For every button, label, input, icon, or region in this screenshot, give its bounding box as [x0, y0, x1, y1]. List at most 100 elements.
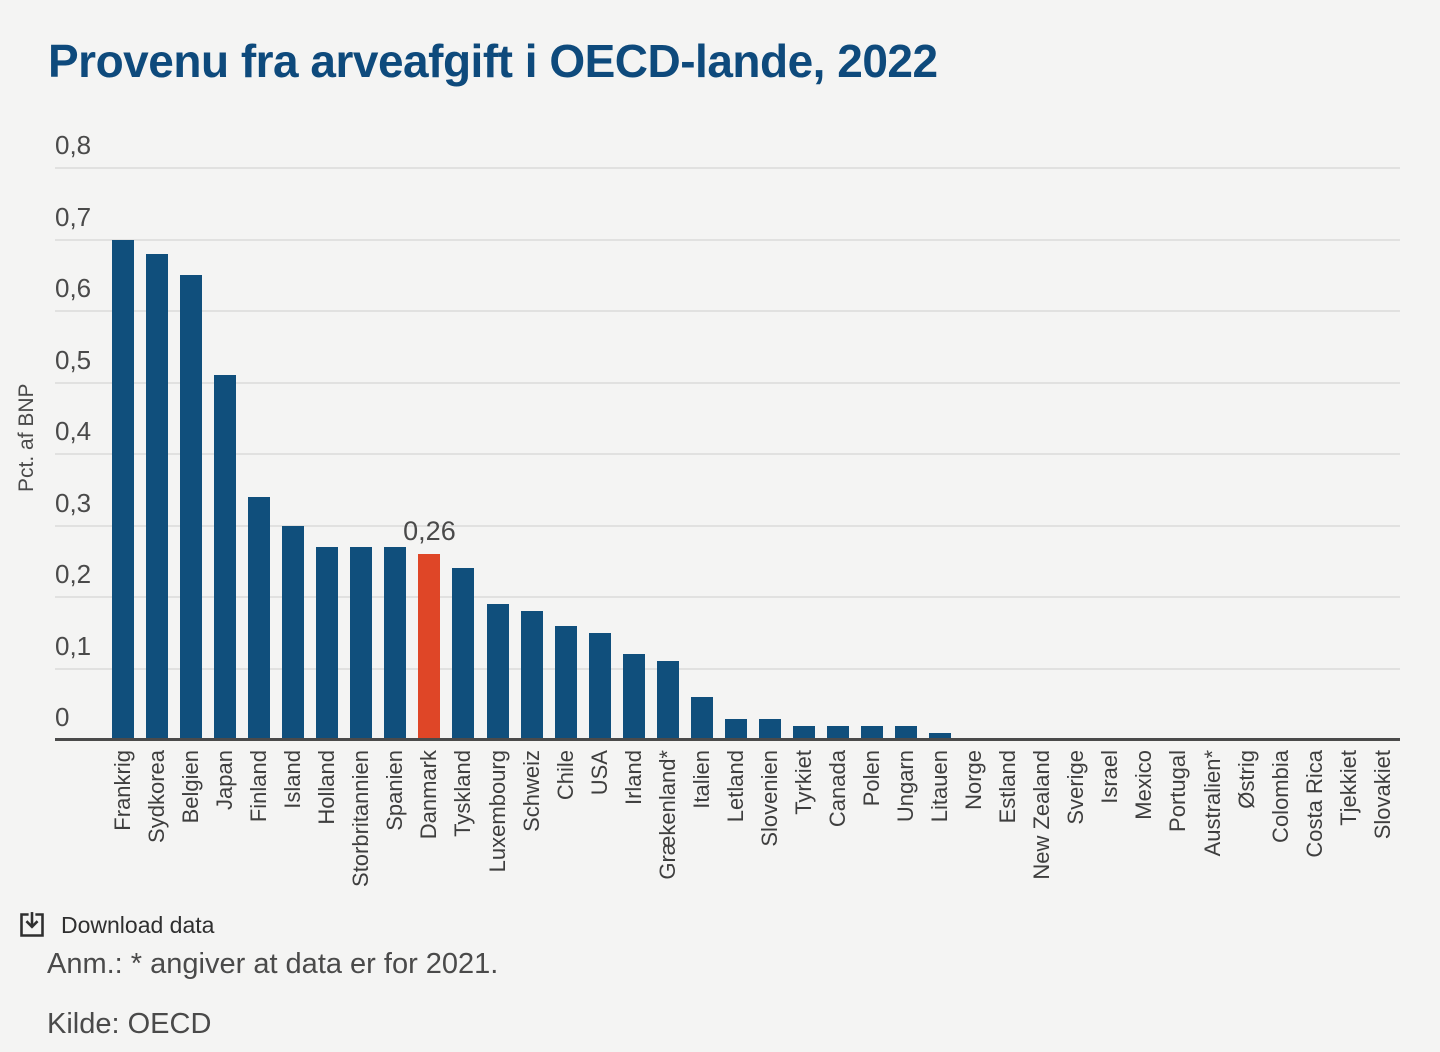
- bar-slot: [1298, 168, 1332, 740]
- y-tick-label: 0,8: [55, 130, 92, 160]
- bar-Litauen[interactable]: [929, 732, 952, 740]
- bar-slot: [617, 168, 651, 740]
- bar-Island[interactable]: [282, 525, 305, 740]
- bar-Japan[interactable]: [214, 375, 237, 740]
- bar-Slovenien[interactable]: [758, 718, 781, 740]
- bar-Finland[interactable]: [248, 496, 271, 740]
- x-category-label: Japan: [212, 750, 238, 810]
- x-category-label: Colombia: [1267, 750, 1293, 843]
- x-label-slot: Island: [276, 750, 310, 809]
- source: Kilde: OECD: [47, 1008, 212, 1040]
- bar-Grækenland*[interactable]: [656, 661, 679, 740]
- y-tick-label: 0,1: [55, 630, 92, 661]
- grid-area: 0 0,1 0,2 0,3 0,4 0,5 0,6 0,7 0,8: [55, 132, 1400, 740]
- y-tick-label: 0,2: [55, 559, 92, 589]
- x-category-label: Storbritannien: [348, 750, 374, 887]
- bar-slot: [1161, 168, 1195, 740]
- bar-Tyskland[interactable]: [452, 568, 475, 740]
- y-tick-label: 0,6: [55, 273, 92, 303]
- x-category-label: Holland: [314, 750, 340, 825]
- bar-slot: [787, 168, 821, 740]
- bar-Polen[interactable]: [861, 725, 884, 740]
- bar-slot: [1093, 168, 1127, 740]
- gridline: [55, 381, 1400, 384]
- bar-Belgien[interactable]: [180, 275, 203, 740]
- gridline: [55, 524, 1400, 527]
- x-category-label: New Zealand: [1029, 750, 1055, 880]
- bar-USA[interactable]: [588, 632, 611, 740]
- bar-Canada[interactable]: [827, 725, 849, 740]
- bar-slot: [140, 168, 174, 740]
- y-axis-title: Pct. af BNP: [15, 383, 38, 493]
- footnote: Anm.: * angiver at data er for 2021.: [47, 948, 499, 980]
- x-category-label: Letland: [722, 750, 748, 823]
- highlight-value-label: 0,26: [403, 516, 456, 547]
- bar-slot: [1196, 168, 1230, 740]
- x-category-label: Polen: [859, 750, 885, 807]
- gridline: [55, 310, 1400, 312]
- x-label-slot: Danmark: [412, 750, 446, 839]
- x-category-label: Mexico: [1131, 750, 1157, 820]
- bar-Frankrig[interactable]: [112, 239, 135, 740]
- x-category-label: Irland: [620, 750, 646, 806]
- x-label-slot: Slovenien: [753, 750, 787, 847]
- x-category-label: Sverige: [1063, 750, 1089, 825]
- x-category-label: Chile: [552, 750, 578, 801]
- x-label-slot: Tyrkiet: [787, 750, 821, 815]
- x-category-label: Litauen: [927, 750, 953, 823]
- bar-Letland[interactable]: [724, 718, 747, 740]
- bar-slot: [1127, 168, 1161, 740]
- bar-slot: [446, 168, 480, 740]
- x-label-slot: Norge: [957, 750, 991, 810]
- x-category-label: Belgien: [178, 750, 204, 824]
- bar-slot: [753, 168, 787, 740]
- x-label-slot: Canada: [821, 750, 855, 827]
- download-data-button[interactable]: Download data: [18, 911, 214, 939]
- bar-Chile[interactable]: [554, 625, 577, 740]
- x-category-label: Australien*: [1199, 750, 1225, 857]
- x-category-label: Italien: [688, 750, 714, 809]
- x-label-slot: Japan: [208, 750, 242, 810]
- bar-slot: [208, 168, 242, 740]
- bar-slot: [481, 168, 515, 740]
- gridline: [55, 596, 1400, 598]
- bar-Italien[interactable]: [690, 697, 713, 740]
- x-category-label: Portugal: [1165, 750, 1191, 832]
- y-tick-label: 0,5: [55, 344, 92, 375]
- bar-slot: [991, 168, 1025, 740]
- bar-slot: [957, 168, 991, 740]
- bar-slot: [583, 168, 617, 740]
- x-label-slot: Tjekkiet: [1332, 750, 1366, 826]
- bar-slot: [310, 168, 344, 740]
- x-category-label: Grækenland*: [654, 750, 680, 880]
- x-category-label: Tyrkiet: [790, 750, 816, 815]
- bar-Holland[interactable]: [316, 546, 339, 740]
- x-label-slot: Polen: [855, 750, 889, 806]
- x-category-label: Island: [280, 750, 306, 809]
- x-category-label: Spanien: [382, 750, 408, 831]
- bar-slot: [855, 168, 889, 740]
- x-category-label: Norge: [961, 750, 987, 810]
- y-tick-label: 0,3: [55, 487, 92, 518]
- bars-row: 0,26: [106, 168, 1400, 740]
- x-label-slot: Letland: [719, 750, 753, 822]
- x-label-slot: Mexico: [1127, 750, 1161, 820]
- bar-Luxembourg[interactable]: [486, 604, 509, 740]
- bar-Spanien[interactable]: [384, 546, 407, 740]
- x-category-label: Estland: [995, 750, 1021, 824]
- bar-Schweiz[interactable]: [520, 611, 543, 740]
- bar-Sydkorea[interactable]: [146, 253, 169, 740]
- bar-Ungarn[interactable]: [895, 725, 918, 740]
- x-label-slot: Finland: [242, 750, 276, 822]
- bar-Irland[interactable]: [622, 654, 645, 740]
- bar-slot: [174, 168, 208, 740]
- page-title: Provenu fra arveafgift i OECD-lande, 202…: [48, 35, 938, 87]
- x-label-slot: Slovakiet: [1366, 750, 1400, 839]
- bar-Tyrkiet[interactable]: [792, 725, 815, 740]
- bar-slot: 0,26: [403, 168, 456, 740]
- x-category-label: Frankrig: [110, 750, 136, 831]
- x-label-slot: Sydkorea: [140, 750, 174, 843]
- bar-slot: [889, 168, 923, 740]
- bar-Storbritannien[interactable]: [350, 546, 373, 740]
- bar-highlight-Danmark[interactable]: [418, 554, 441, 740]
